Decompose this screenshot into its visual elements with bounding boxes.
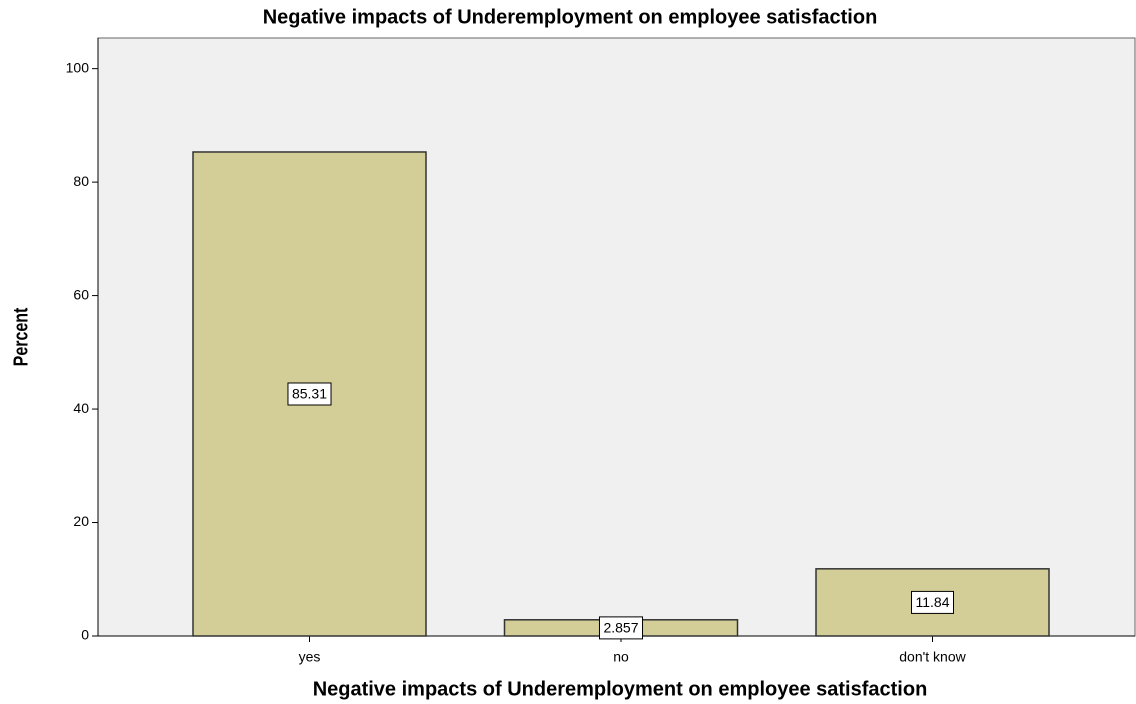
y-tick-label: 100 [66,59,90,75]
chart-title: Negative impacts of Underemployment on e… [263,6,878,28]
y-axis-title: Percent [10,308,32,367]
data-label: 85.31 [292,386,327,402]
data-label-box [911,590,954,614]
x-tick-label: yes [299,649,321,665]
y-tick-label: 20 [73,513,89,529]
x-axis-title: Negative impacts of Underemployment on e… [313,678,928,700]
x-tick-label: don't know [899,649,966,665]
y-tick-label: 60 [73,286,89,302]
y-tick-label: 0 [81,627,89,643]
y-tick-label: 80 [73,173,89,189]
data-label: 2.857 [603,620,638,636]
data-label-box [287,382,332,406]
y-tick-label: 40 [73,400,89,416]
x-tick-label: no [613,649,629,665]
data-label: 11.84 [916,594,950,610]
data-label-box [598,616,644,640]
